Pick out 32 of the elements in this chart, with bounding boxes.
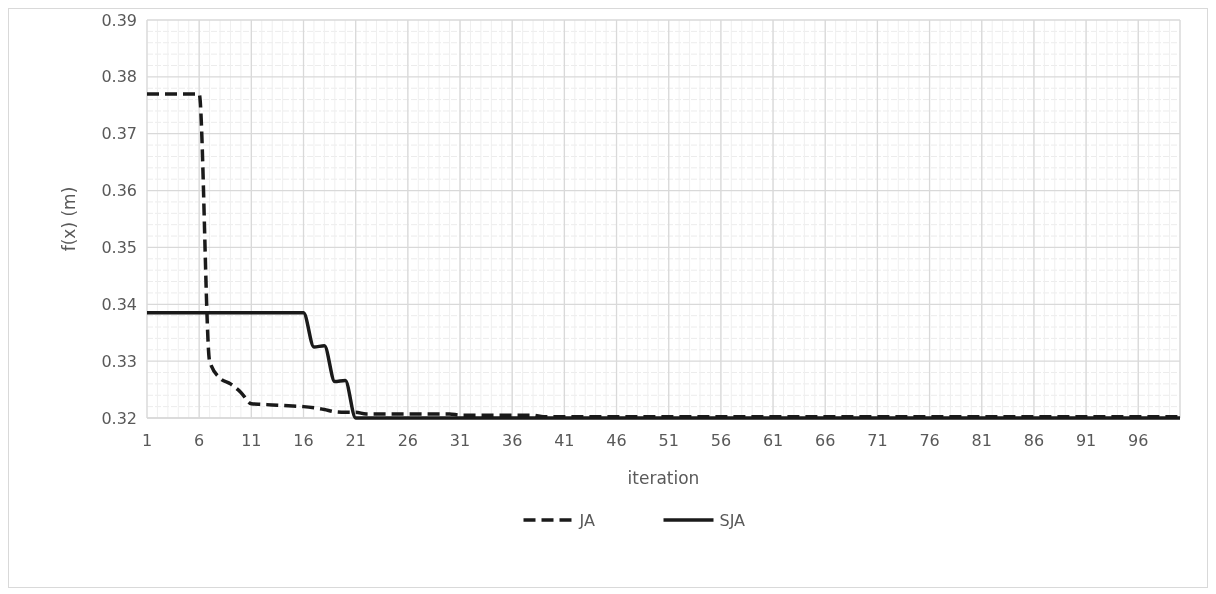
legend-label: JA xyxy=(578,510,595,530)
x-tick-label: 11 xyxy=(241,431,262,450)
x-tick-label: 71 xyxy=(867,431,888,450)
x-tick-label: 46 xyxy=(606,431,627,450)
y-tick-label: 0.39 xyxy=(101,10,137,30)
x-tick-label: 51 xyxy=(658,431,679,450)
y-tick-label: 0.37 xyxy=(101,124,137,144)
legend-label: SJA xyxy=(719,510,746,530)
y-tick-label: 0.36 xyxy=(101,181,137,201)
y-tick-label: 0.35 xyxy=(101,238,137,258)
x-tick-label: 21 xyxy=(345,431,366,450)
x-tick-label: 96 xyxy=(1128,431,1149,450)
x-tick-label: 6 xyxy=(194,431,205,450)
y-tick-label: 0.32 xyxy=(101,408,137,428)
x-tick-label: 41 xyxy=(554,431,575,450)
x-tick-label: 16 xyxy=(293,431,314,450)
x-tick-label: 81 xyxy=(971,431,992,450)
x-tick-label: 31 xyxy=(449,431,471,450)
x-tick-label: 1 xyxy=(141,431,153,450)
x-tick-label: 61 xyxy=(762,431,784,450)
x-tick-label: 66 xyxy=(815,431,836,450)
y-tick-label: 0.38 xyxy=(101,67,137,87)
x-tick-label: 76 xyxy=(919,431,940,450)
x-tick-label: 26 xyxy=(397,431,419,450)
x-tick-label: 91 xyxy=(1075,431,1097,450)
y-tick-label: 0.33 xyxy=(101,351,137,371)
x-axis-title: iteration xyxy=(627,468,700,488)
y-tick-label: 0.34 xyxy=(101,294,137,314)
x-tick-label: 86 xyxy=(1023,431,1045,450)
y-axis-title: f(x) (m) xyxy=(59,186,79,252)
x-tick-label: 56 xyxy=(710,431,732,450)
x-tick-label: 36 xyxy=(502,431,523,450)
